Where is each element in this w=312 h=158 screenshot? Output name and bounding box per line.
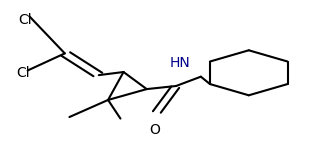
Text: HN: HN: [170, 56, 191, 70]
Text: Cl: Cl: [18, 13, 32, 27]
Text: Cl: Cl: [16, 66, 30, 80]
Text: O: O: [149, 123, 160, 137]
